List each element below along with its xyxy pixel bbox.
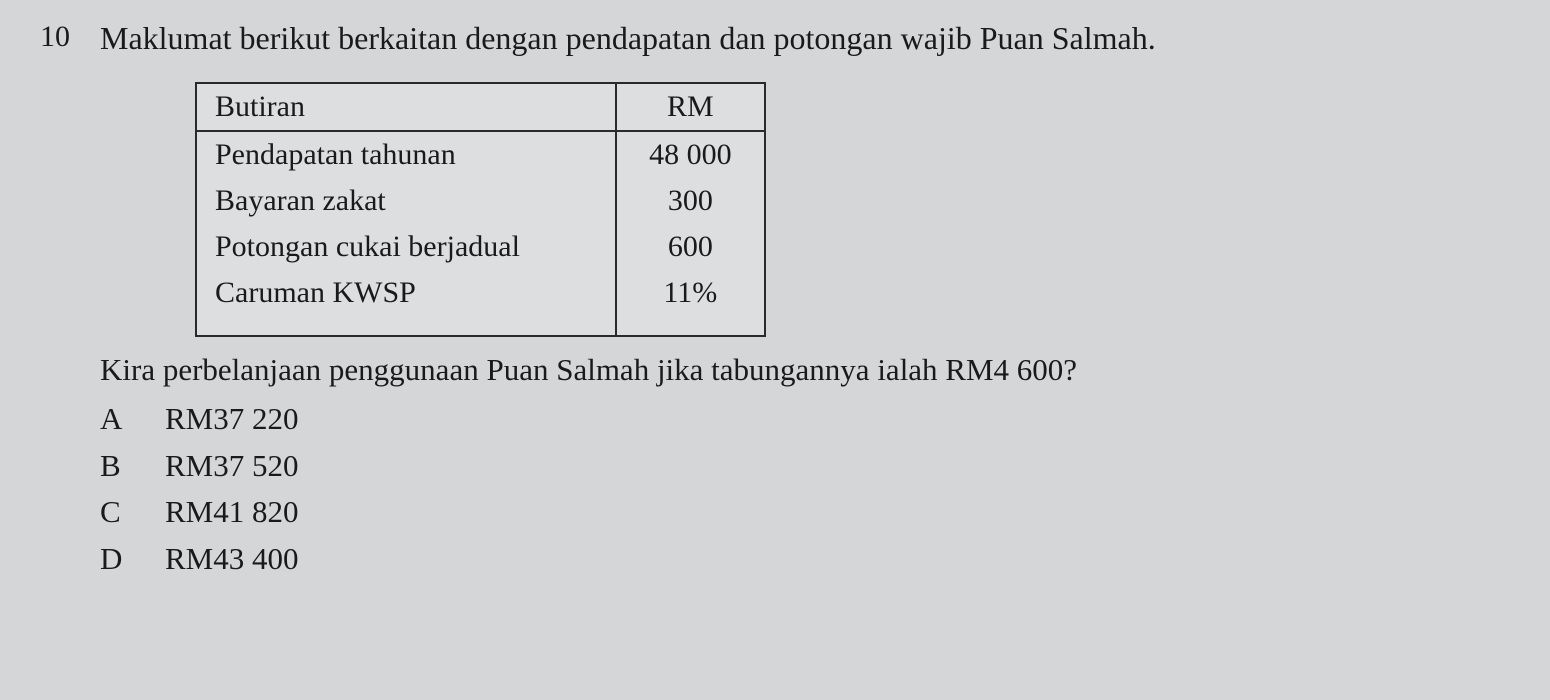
option-d: D RM43 400 [100, 536, 1510, 583]
option-letter: D [100, 536, 130, 583]
sub-question-text: Kira perbelanjaan penggunaan Puan Salmah… [100, 352, 1510, 388]
table-cell-label: Caruman KWSP [196, 270, 616, 336]
option-c: C RM41 820 [100, 489, 1510, 536]
question-container: 10 Maklumat berikut berkaitan dengan pen… [40, 20, 1510, 582]
table-cell-value: 48 000 [616, 131, 765, 178]
table-header-butiran: Butiran [196, 83, 616, 131]
table-row: Potongan cukai berjadual 600 [196, 224, 765, 270]
option-text: RM43 400 [165, 536, 299, 583]
option-letter: B [100, 443, 130, 490]
option-text: RM41 820 [165, 489, 299, 536]
option-text: RM37 520 [165, 443, 299, 490]
question-number: 10 [40, 20, 70, 582]
table-row: Bayaran zakat 300 [196, 178, 765, 224]
table-cell-value: 600 [616, 224, 765, 270]
table-row: Pendapatan tahunan 48 000 [196, 131, 765, 178]
option-a: A RM37 220 [100, 396, 1510, 443]
table-cell-value: 11% [616, 270, 765, 336]
table-header-rm: RM [616, 83, 765, 131]
option-letter: A [100, 396, 130, 443]
table-cell-label: Pendapatan tahunan [196, 131, 616, 178]
option-text: RM37 220 [165, 396, 299, 443]
data-table: Butiran RM Pendapatan tahunan 48 000 Bay… [195, 82, 766, 337]
question-content: Maklumat berikut berkaitan dengan pendap… [100, 20, 1510, 582]
table-cell-value: 300 [616, 178, 765, 224]
options-list: A RM37 220 B RM37 520 C RM41 820 D RM43 … [100, 396, 1510, 582]
option-letter: C [100, 489, 130, 536]
table-cell-label: Potongan cukai berjadual [196, 224, 616, 270]
option-b: B RM37 520 [100, 443, 1510, 490]
table-cell-label: Bayaran zakat [196, 178, 616, 224]
table-row: Caruman KWSP 11% [196, 270, 765, 336]
table-header-row: Butiran RM [196, 83, 765, 131]
question-text: Maklumat berikut berkaitan dengan pendap… [100, 20, 1510, 57]
